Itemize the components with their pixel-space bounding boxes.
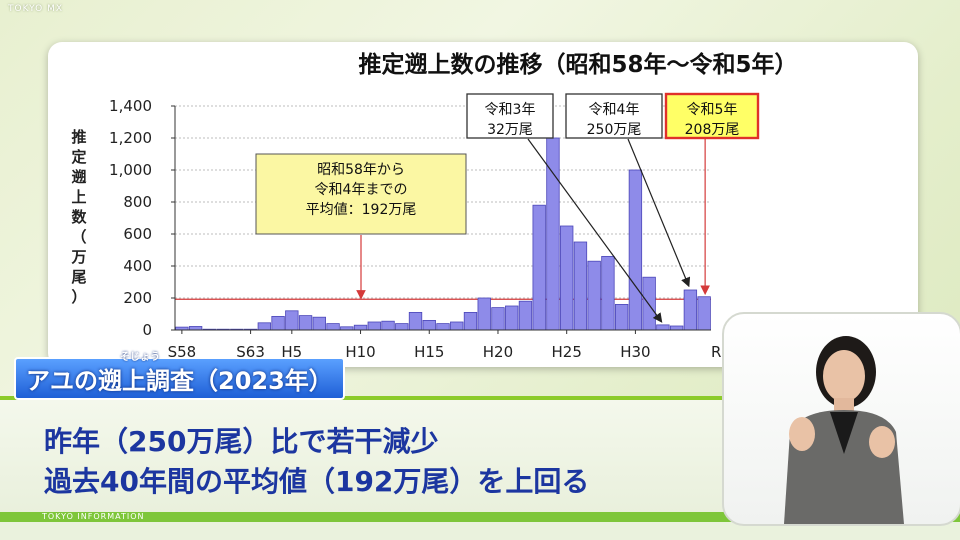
bar <box>628 169 643 331</box>
r4-annotation-text: 令和4年 250万尾 <box>587 102 642 138</box>
interpreter-shirt <box>830 412 858 454</box>
x-tick-label: H20 <box>483 343 513 361</box>
bar <box>656 324 670 331</box>
bar <box>353 324 368 331</box>
r3-arrow <box>527 138 663 323</box>
bar <box>395 323 409 331</box>
bar <box>312 316 326 331</box>
average-annotation-box <box>255 153 467 235</box>
bar <box>683 289 698 331</box>
bar-series <box>175 137 711 331</box>
footer-strip <box>0 522 960 540</box>
bar <box>285 310 299 331</box>
x-tick-label: S63 <box>236 343 265 361</box>
r5-annotation-box <box>664 92 760 140</box>
bar <box>532 204 546 331</box>
y-tick-label: 400 <box>123 257 152 275</box>
bar <box>477 297 491 331</box>
survey-title-text: アユの遡上調査（2023年） <box>26 367 333 395</box>
bar <box>560 225 574 331</box>
sign-language-interpreter-inset <box>722 312 960 526</box>
furigana: そじょう <box>120 352 160 363</box>
r4-annotation-box <box>565 93 663 139</box>
footer-label: TOKYO INFORMATION <box>42 512 145 521</box>
annotations: 昭和58年から令和4年までの平均値：192万尾 令和3年 32万尾 令和4年 250万尾… <box>255 92 760 323</box>
bar <box>669 325 684 331</box>
bar <box>505 305 519 331</box>
y-tick-label: 1,200 <box>109 129 152 147</box>
r4-arrow <box>627 138 691 288</box>
y-axis-label-char: ） <box>71 288 86 306</box>
footer-bar <box>0 512 960 522</box>
x-tick-label: H5 <box>281 343 302 361</box>
bar <box>257 322 272 331</box>
bar <box>188 326 203 331</box>
interpreter-illustration <box>784 336 904 524</box>
x-tick-label: H30 <box>620 343 650 361</box>
y-axis-label-char: 尾 <box>71 268 86 286</box>
interpreter-neck <box>834 398 854 414</box>
bar <box>436 323 450 331</box>
y-tick-label: 200 <box>123 289 152 307</box>
bar <box>518 300 533 331</box>
bar <box>326 323 340 331</box>
bar <box>587 260 601 331</box>
interpreter-left-hand <box>789 417 815 451</box>
bar <box>573 241 588 331</box>
interpreter-face <box>823 350 865 402</box>
bar <box>463 311 478 331</box>
x-tick-label: H10 <box>345 343 375 361</box>
x-tick-label: H15 <box>414 343 444 361</box>
caption-line-2: 過去40年間の平均値（192万尾）を上回る <box>44 465 590 498</box>
bar <box>491 307 505 331</box>
r3-annotation-box <box>466 93 554 139</box>
y-axis-label-char: 遡 <box>71 168 86 186</box>
y-axis-label-char: 上 <box>71 188 86 206</box>
y-tick-label: 0 <box>142 321 152 339</box>
chart-panel: 推定遡上数の推移（昭和58年〜令和5年） 0 200 400 600 800 1,000 1… <box>48 42 918 367</box>
bar <box>614 303 629 331</box>
bar <box>408 311 423 331</box>
bar <box>450 321 464 331</box>
bar <box>271 315 285 331</box>
bar <box>601 255 615 331</box>
bar <box>422 319 436 331</box>
survey-title-wrap: アユの遡上調査（2023年） そじょう <box>14 352 345 400</box>
axes: 0 200 400 600 800 1,000 1,200 1,400 S58 S63 H5 H10 H… <box>70 97 745 361</box>
y-axis-label-char: 推 <box>71 128 86 146</box>
x-tick-label: S58 <box>168 343 197 361</box>
y-axis-label-char: 数 <box>71 208 87 226</box>
caption-line-1: 昨年（250万尾）比で若干減少 <box>44 425 439 458</box>
bar <box>381 320 395 331</box>
x-tick-label: H25 <box>552 343 582 361</box>
y-axis-label: 推定遡上数 （ 万尾 ） <box>70 128 87 306</box>
bar <box>697 296 711 331</box>
r5-annotation-text: 令和5年 208万尾 <box>685 102 740 138</box>
channel-logo: TOKYO MX <box>8 4 64 14</box>
r3-annotation-text: 令和3年 32万尾 <box>485 102 536 138</box>
y-axis-label-char: 万 <box>70 248 86 266</box>
interpreter-right-hand <box>869 426 895 458</box>
bar <box>367 321 381 331</box>
chart-svg: 推定遡上数の推移（昭和58年〜令和5年） 0 200 400 600 800 1,000 1… <box>70 51 797 361</box>
survey-title: アユの遡上調査（2023年） そじょう <box>14 352 345 400</box>
y-axis-label-char: 定 <box>71 148 86 166</box>
y-tick-label: 1,400 <box>109 97 152 115</box>
y-tick-label: 800 <box>123 193 152 211</box>
bar <box>642 276 656 331</box>
chart-title: 推定遡上数の推移（昭和58年〜令和5年） <box>358 51 797 78</box>
y-tick-label: 600 <box>123 225 152 243</box>
y-tick-label: 1,000 <box>109 161 152 179</box>
average-annotation-text: 昭和58年から令和4年までの平均値：192万尾 <box>306 162 417 218</box>
bar <box>298 315 313 331</box>
y-axis-label-char: （ <box>71 228 86 246</box>
